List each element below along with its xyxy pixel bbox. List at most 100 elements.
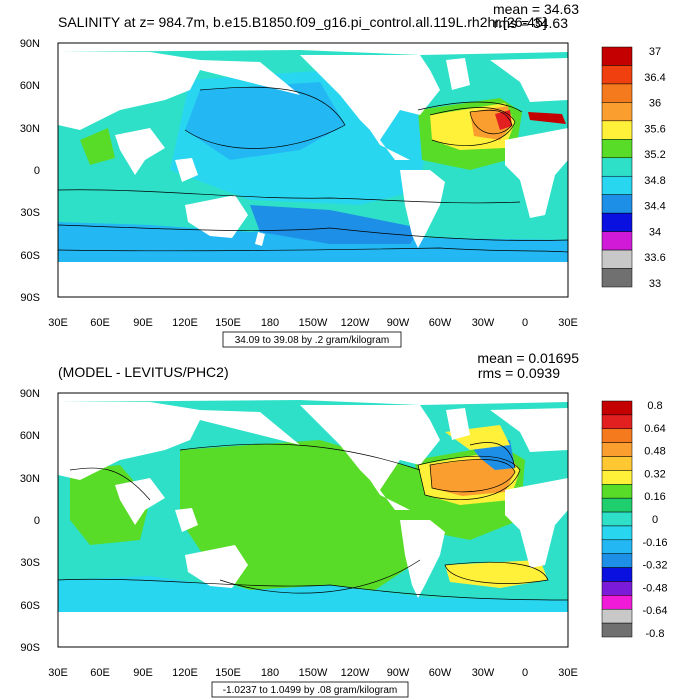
lon-label: 120E <box>172 317 198 329</box>
lon-label: 120W <box>341 667 370 679</box>
bottom-land <box>58 393 568 647</box>
bottom-colorbar-swatch <box>601 428 633 443</box>
top-range-label: 34.09 to 39.08 by .2 gram/kilogram <box>235 335 390 346</box>
top-colorbar-swatch <box>601 268 633 288</box>
lon-label: 30W <box>472 667 495 679</box>
bottom-colorbar-tick-label: -0.64 <box>642 605 667 617</box>
lat-label: 90S <box>20 292 40 304</box>
bottom-colorbar-swatch <box>601 539 633 554</box>
lon-label: 0 <box>522 667 528 679</box>
lon-label: 90W <box>387 667 410 679</box>
lon-label: 90E <box>133 667 153 679</box>
top-panel: SALINITY at z= 984.7m, b.e15.B1850.f09_g… <box>20 1 666 348</box>
top-colorbar-swatch <box>601 249 633 269</box>
bottom-colorbar-tick-label: -0.48 <box>642 582 667 594</box>
lat-label: 30S <box>20 207 40 219</box>
top-colorbar-swatch <box>601 194 633 214</box>
bottom-colorbar-swatch <box>601 484 633 499</box>
top-southern-band <box>58 222 568 262</box>
bottom-colorbar-tick-label: 0 <box>652 514 658 526</box>
bottom-title: (MODEL - LEVITUS/PHC2) <box>58 364 229 380</box>
bottom-colorbar-tick-label: 0.48 <box>644 446 665 458</box>
top-colorbar-tick-label: 34.4 <box>644 201 665 213</box>
lon-label: 60E <box>90 317 110 329</box>
bottom-colorbar-swatch <box>601 400 633 416</box>
bottom-range-label: -1.0237 to 1.0499 by .08 gram/kilogram <box>223 685 398 696</box>
top-colorbar-tick-label: 35.2 <box>644 149 665 161</box>
lat-label: 60N <box>20 430 40 442</box>
top-colorbar-swatch <box>601 102 633 122</box>
lat-label: 90S <box>20 642 40 654</box>
top-pacific-core <box>185 82 345 160</box>
lon-label: 30E <box>48 317 68 329</box>
lat-label: 60S <box>20 600 40 612</box>
bottom-south-atlantic-yellow <box>445 560 548 588</box>
top-land <box>58 43 568 297</box>
bottom-colorbar-swatch <box>601 442 633 457</box>
bottom-colorbar-tick-label: 0.8 <box>647 400 662 412</box>
top-colorbar-swatch <box>601 157 633 177</box>
top-colorbar-swatch <box>601 231 633 251</box>
top-colorbar-swatch <box>601 65 633 85</box>
top-southern-core <box>250 205 420 244</box>
lat-label: 60S <box>20 250 40 262</box>
lat-label: 90N <box>20 38 40 50</box>
bottom-colorbar-swatch <box>601 567 633 582</box>
bottom-colorbar-swatch <box>601 414 633 430</box>
bottom-colorbar-tick-label: 0.32 <box>644 468 665 480</box>
bottom-colorbar-swatch <box>601 456 633 471</box>
bottom-panel: (MODEL - LEVITUS/PHC2) mean = 0.01695 rm… <box>20 350 668 698</box>
lat-label: 90N <box>20 388 40 400</box>
lon-label: 0 <box>522 317 528 329</box>
top-colorbar-tick-label: 33 <box>649 278 661 290</box>
bottom-contours <box>58 442 568 601</box>
bottom-lat-axis: 90N 60N 30N 0 30S 60S 90S <box>20 388 40 654</box>
top-lat-axis: 90N 60N 30N 0 30S 60S 90S <box>20 38 40 304</box>
bottom-colorbar-swatch <box>601 581 633 596</box>
bottom-colorbar-swatch <box>601 497 633 513</box>
lon-label: 120E <box>172 667 198 679</box>
bottom-colorbar-swatch <box>601 595 633 610</box>
top-med-red <box>528 112 566 124</box>
top-colorbar-tick-label: 33.6 <box>644 252 665 264</box>
bottom-colorbar-swatch <box>601 608 633 624</box>
top-colorbar-swatch <box>601 175 633 195</box>
top-title: SALINITY at z= 984.7m, b.e15.B1850.f09_g… <box>58 14 547 30</box>
lat-label: 30N <box>20 473 40 485</box>
lon-label: 150E <box>215 317 241 329</box>
lon-label: 60W <box>429 317 452 329</box>
bottom-southern-cyan <box>58 576 568 622</box>
top-indian-green <box>80 128 115 165</box>
bottom-map <box>57 392 569 648</box>
bottom-colorbar-tick-label: 0.64 <box>644 423 665 435</box>
lat-label: 0 <box>34 165 40 177</box>
lon-label: 30E <box>558 317 578 329</box>
top-colorbar-tick-label: 37 <box>649 46 661 58</box>
lon-label: 30W <box>472 317 495 329</box>
bottom-colorbar-swatch <box>601 511 633 527</box>
top-map-frame <box>57 42 569 298</box>
top-map <box>57 42 569 298</box>
bottom-colorbar-tick-label: -0.16 <box>642 537 667 549</box>
top-colorbar-swatch <box>601 83 633 103</box>
bottom-colorbar-tick-label: -0.32 <box>642 560 667 572</box>
bottom-colorbar-swatch <box>601 470 633 485</box>
top-colorbar-tick-label: 34 <box>649 226 661 238</box>
top-lon-axis: 30E 60E 90E 120E 150E 180 150W 120W 90W … <box>48 317 578 329</box>
lat-label: 30S <box>20 557 40 569</box>
top-colorbar-swatch <box>601 120 633 140</box>
top-contours <box>58 86 568 253</box>
lat-label: 0 <box>34 515 40 527</box>
lon-label: 30E <box>48 667 68 679</box>
top-colorbar-tick-label: 36 <box>649 98 661 110</box>
bottom-stat-mean: mean = 0.01695 <box>477 350 579 366</box>
lon-label: 60W <box>429 667 452 679</box>
bottom-colorbar-swatch <box>601 553 633 568</box>
bottom-colorbar-tick-label: 0.16 <box>644 491 665 503</box>
lon-label: 150W <box>299 667 328 679</box>
lon-label: 150E <box>215 667 241 679</box>
top-stat-rms: rms = 34.63 <box>494 15 569 31</box>
bottom-colorbar-swatch <box>601 525 633 541</box>
lat-label: 60N <box>20 80 40 92</box>
top-colorbar-tick-label: 35.6 <box>644 123 665 135</box>
